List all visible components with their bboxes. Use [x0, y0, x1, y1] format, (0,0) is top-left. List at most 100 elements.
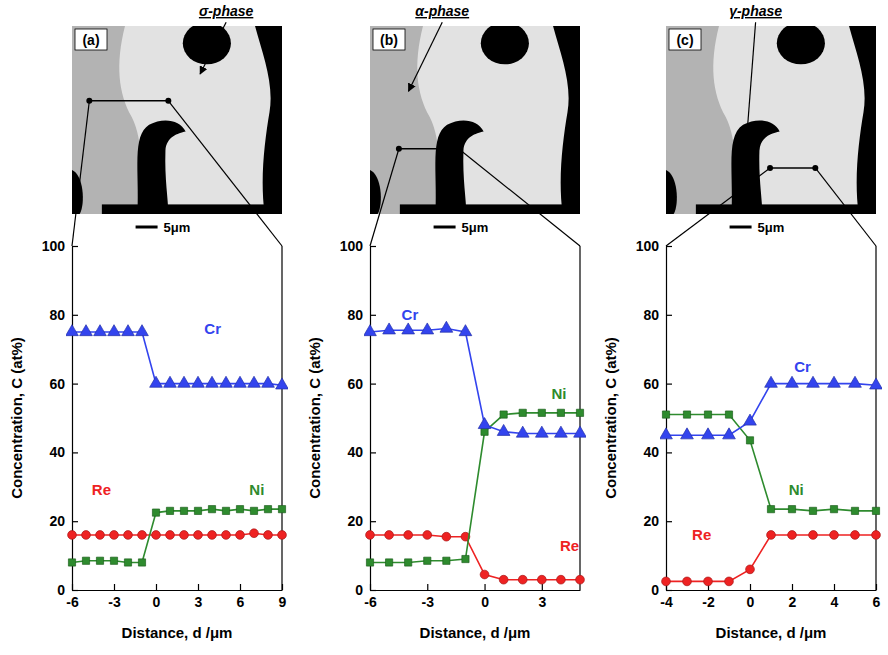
x-tick-mark	[198, 584, 199, 590]
series-marker	[872, 531, 881, 540]
y-tick-label: 100	[340, 238, 364, 254]
series-marker	[499, 575, 508, 584]
series-marker	[849, 376, 862, 387]
y-tick-mark	[666, 521, 672, 522]
panel-label: (c)	[669, 29, 701, 50]
series-marker	[82, 557, 89, 564]
line-scan	[666, 165, 876, 246]
y-tick-label: 0	[57, 582, 65, 598]
projection-line	[370, 149, 399, 246]
series-marker	[851, 531, 860, 540]
y-tick-label: 60	[347, 376, 363, 392]
x-axis: -4-20246	[660, 584, 880, 610]
y-tick: 20	[49, 513, 78, 529]
y-tick: 80	[49, 307, 78, 323]
y-tick: 40	[347, 444, 376, 460]
x-axis-title: Distance, d /μm	[716, 624, 827, 641]
series-label: Cr	[794, 358, 811, 375]
series-marker	[516, 426, 529, 437]
series-marker	[538, 409, 545, 416]
series-marker	[807, 376, 820, 387]
x-tick-label: 0	[747, 594, 755, 610]
x-tick: 9	[279, 584, 287, 610]
series-marker	[166, 531, 175, 540]
series-marker	[402, 323, 415, 334]
x-tick: -3	[108, 584, 121, 610]
x-axis-line	[73, 590, 283, 591]
series-marker	[208, 531, 217, 540]
y-tick-mark	[370, 315, 376, 316]
series-marker	[480, 570, 489, 579]
series-marker	[194, 507, 201, 514]
light-region	[72, 26, 282, 214]
x-tick-mark	[834, 584, 835, 590]
series-marker	[478, 418, 491, 429]
series-marker	[220, 376, 233, 387]
y-tick-label: 20	[49, 513, 65, 529]
series-marker	[383, 323, 396, 334]
figure: (a)5μmσ-phase-6-30369020406080100Distanc…	[0, 0, 888, 655]
series	[364, 321, 586, 437]
x-tick: 6	[237, 584, 245, 610]
series-marker	[366, 531, 375, 540]
scale-bar	[136, 226, 158, 229]
x-tick: 3	[538, 584, 546, 610]
y-tick-mark	[370, 452, 376, 453]
series-marker	[660, 428, 672, 439]
series-marker	[786, 376, 799, 387]
series-label: Ni	[789, 481, 804, 498]
scale-bar	[730, 226, 752, 229]
scale-bar-label: 5μm	[462, 220, 489, 235]
x-tick-label: 3	[195, 594, 203, 610]
series-marker	[423, 531, 432, 540]
dark-particle	[435, 121, 483, 214]
x-tick: 3	[195, 584, 203, 610]
series-marker	[276, 378, 288, 389]
series-marker	[124, 531, 133, 540]
series-marker	[262, 376, 275, 387]
series-marker	[236, 506, 243, 513]
series-marker	[746, 565, 755, 574]
x-tick: 0	[153, 584, 161, 610]
series-marker	[500, 411, 507, 418]
x-tick: -2	[702, 584, 715, 610]
series-marker	[872, 507, 879, 514]
y-axis-title: Concentration, C (at%)	[8, 337, 25, 499]
series-marker	[180, 507, 187, 514]
panel-letter: (c)	[676, 32, 693, 48]
series-marker	[725, 577, 734, 586]
line-scan	[72, 98, 282, 246]
y-tick-label: 80	[347, 307, 363, 323]
scale-bar-label: 5μm	[164, 220, 191, 235]
series	[66, 325, 288, 389]
series-marker	[459, 325, 472, 336]
series-marker	[788, 531, 797, 540]
dark-particle	[183, 26, 231, 64]
grey-region	[666, 26, 735, 214]
series-marker	[809, 531, 818, 540]
y-axis: 020406080100	[636, 238, 672, 598]
series-marker	[68, 559, 75, 566]
scale-bar-band	[696, 204, 876, 214]
panel: (a)5μmσ-phase-6-30369020406080100Distanc…	[8, 3, 288, 641]
series-label: Re	[560, 537, 579, 554]
series-marker	[194, 531, 203, 540]
x-tick-label: -6	[66, 594, 79, 610]
x-axis-line	[371, 590, 581, 591]
series-marker	[870, 378, 882, 389]
series-marker	[746, 437, 753, 444]
series	[68, 506, 285, 567]
series-marker	[208, 506, 215, 513]
x-tick: 0	[747, 584, 755, 610]
y-tick: 60	[49, 376, 78, 392]
y-tick-label: 100	[636, 238, 660, 254]
panel-label: (b)	[373, 29, 405, 50]
series	[68, 529, 287, 539]
panel-letter: (b)	[380, 32, 398, 48]
series-marker	[138, 531, 147, 540]
series-marker	[535, 426, 548, 437]
series	[366, 531, 585, 584]
y-tick: 40	[49, 444, 78, 460]
series-label: Re	[692, 526, 711, 543]
series-marker	[96, 531, 105, 540]
